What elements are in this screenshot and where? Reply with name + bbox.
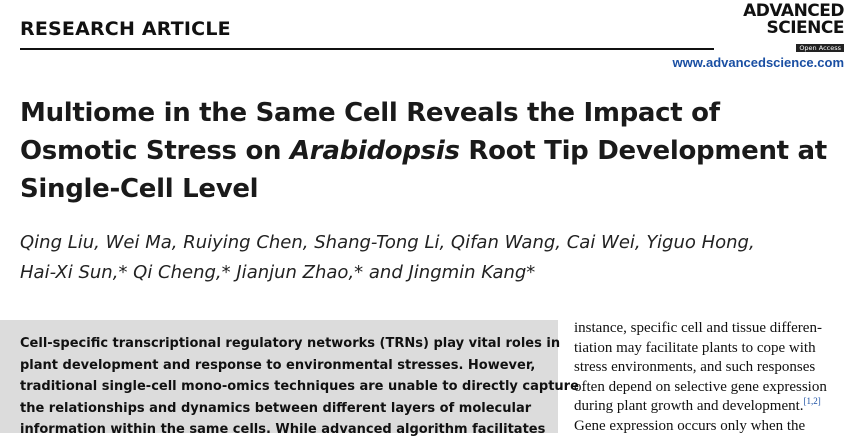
title-part2: Root Tip Development at Single-Cell Leve… — [20, 136, 827, 204]
body-line: instance, specific cell and tissue diffe… — [574, 320, 822, 336]
abstract-text: Cell-specific transcriptional regulatory… — [20, 333, 579, 441]
journal-url-link[interactable]: www.advancedscience.com — [672, 55, 844, 70]
journal-logo[interactable]: ADVANCED SCIENCE Open Access — [714, 1, 845, 55]
body-line-text: during plant growth and development. — [574, 398, 804, 414]
abstract-line: the relationships and dynamics between d… — [20, 400, 532, 416]
logo-text-line1: ADVANCED — [743, 1, 844, 21]
abstract-line: Cell-specific transcriptional regulatory… — [20, 336, 561, 351]
title-part1: Multiome in the Same Cell Reveals the Im… — [20, 98, 720, 166]
body-line: stress environments, and such responses — [574, 359, 816, 375]
citation-link[interactable]: [1,2] — [803, 396, 821, 406]
body-line-with-citation: during plant growth and development.[1,2… — [574, 397, 844, 417]
article-title: Multiome in the Same Cell Reveals the Im… — [20, 94, 840, 208]
abstract-line: information within the same cells. While… — [20, 422, 546, 437]
logo-text-line2: SCIENCE — [766, 18, 845, 38]
authors-line2: Hai-Xi Sun,* Qi Cheng,* Jianjun Zhao,* a… — [20, 262, 536, 283]
title-species-italic: Arabidopsis — [289, 136, 460, 166]
open-access-badge: Open Access — [796, 44, 844, 52]
authors-line1: Qing Liu, Wei Ma, Ruiying Chen, Shang-To… — [20, 232, 755, 253]
author-list: Qing Liu, Wei Ma, Ruiying Chen, Shang-To… — [20, 228, 820, 288]
body-line: Gene expression occurs only when the — [574, 417, 806, 434]
header-rule — [20, 48, 714, 50]
section-label: RESEARCH ARTICLE — [20, 18, 231, 40]
abstract-line: plant development and response to enviro… — [20, 357, 536, 373]
body-line: tiation may facilitate plants to cope wi… — [574, 339, 816, 356]
abstract-panel — [0, 320, 558, 433]
body-line: often depend on selective gene expressio… — [574, 378, 827, 395]
body-text-column: instance, specific cell and tissue diffe… — [574, 319, 844, 436]
abstract-line: traditional single-cell mono-omics techn… — [20, 379, 579, 394]
